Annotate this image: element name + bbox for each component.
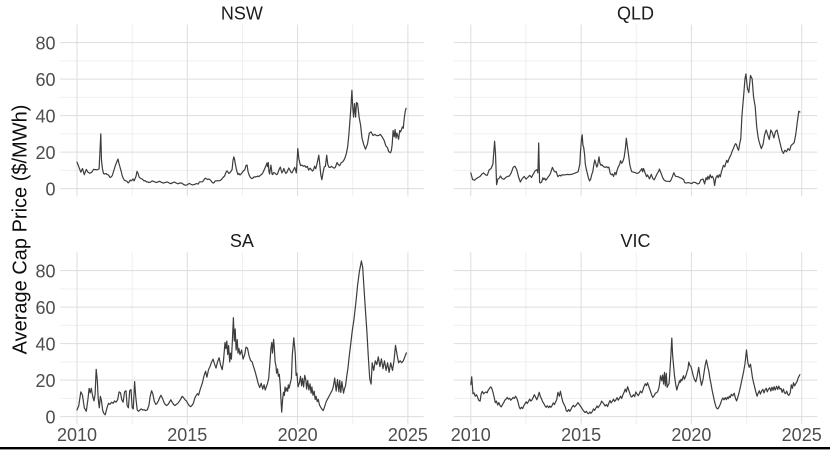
svg-text:20: 20 [35, 143, 55, 163]
svg-text:2015: 2015 [561, 425, 601, 445]
svg-text:80: 80 [35, 34, 55, 54]
svg-text:Average Cap Price ($/MWh): Average Cap Price ($/MWh) [10, 105, 32, 355]
svg-text:2025: 2025 [388, 425, 428, 445]
svg-text:2010: 2010 [57, 425, 97, 445]
svg-text:2020: 2020 [671, 425, 711, 445]
svg-text:SA: SA [230, 231, 254, 251]
svg-text:2015: 2015 [167, 425, 207, 445]
svg-text:60: 60 [35, 70, 55, 90]
svg-text:NSW: NSW [221, 4, 263, 24]
svg-text:2020: 2020 [278, 425, 318, 445]
svg-text:40: 40 [35, 335, 55, 355]
svg-text:2025: 2025 [782, 425, 822, 445]
svg-text:0: 0 [45, 180, 55, 200]
svg-text:20: 20 [35, 371, 55, 391]
svg-text:60: 60 [35, 298, 55, 318]
svg-text:2010: 2010 [451, 425, 491, 445]
svg-text:0: 0 [45, 408, 55, 428]
svg-text:40: 40 [35, 107, 55, 127]
svg-text:80: 80 [35, 262, 55, 282]
svg-text:VIC: VIC [620, 231, 650, 251]
svg-text:QLD: QLD [617, 4, 654, 24]
